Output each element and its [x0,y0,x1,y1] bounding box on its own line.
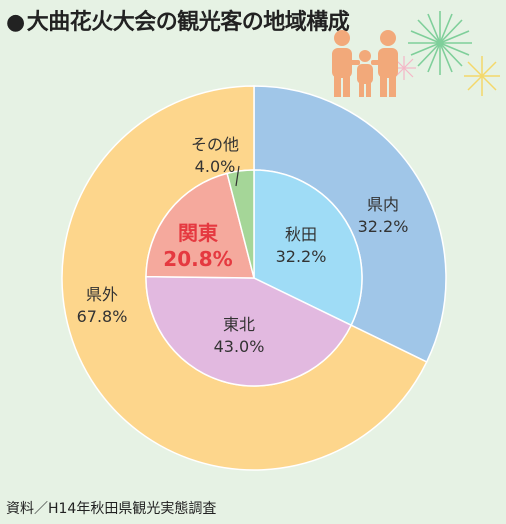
outer-県外-name-label: 県外 [86,285,118,304]
inner-秋田-name-label: 秋田 [285,225,317,244]
inner-その他-value-label: 4.0% [195,157,236,176]
source-note: 資料／H14年秋田県観光実態調査 [6,501,217,517]
outer-県内-value-label: 32.2% [358,217,409,236]
firework-icon [408,11,472,75]
outer-県内-name-label: 県内 [367,195,399,214]
inner-その他-name-label: その他 [191,135,239,154]
inner-slice-秋田 [253,169,363,327]
firework-icon [464,56,500,96]
inner-秋田-value-label: 32.2% [276,247,327,266]
inner-関東-value-label: 20.8% [163,247,232,271]
family-fireworks-illustration [332,11,500,97]
family-icon [332,30,398,97]
inner-東北-value-label: 43.0% [214,337,265,356]
inner-slice-その他 [226,169,255,279]
inner-slice-関東 [145,172,255,279]
chart-title: ●大曲花火大会の観光客の地域構成 [6,10,350,35]
inner-関東-name-label: 関東 [178,221,218,245]
inner-slice-東北 [145,275,353,387]
outer-県外-value-label: 67.8% [77,307,128,326]
inner-東北-name-label: 東北 [223,315,255,334]
leader-line [235,165,240,187]
